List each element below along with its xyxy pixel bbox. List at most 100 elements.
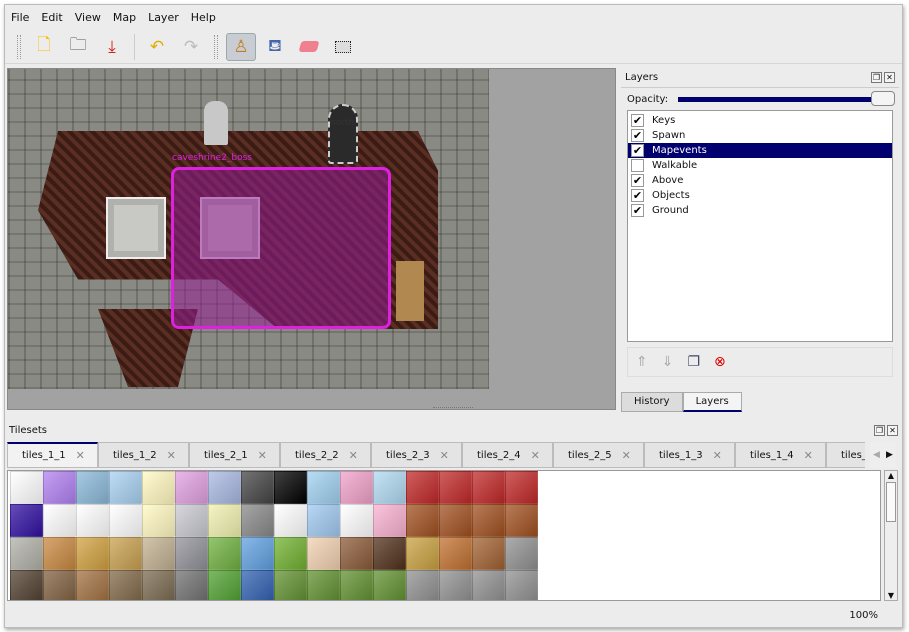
- tile[interactable]: [274, 570, 307, 600]
- tileset-tab[interactable]: tiles_1_3 ✕: [644, 442, 735, 468]
- tile[interactable]: [43, 570, 76, 600]
- tileset-tab[interactable]: tiles_1_4 ✕: [735, 442, 826, 468]
- float-icon[interactable]: ❐: [871, 72, 882, 83]
- splitter-handle[interactable]: [433, 407, 473, 409]
- tile[interactable]: [505, 537, 538, 570]
- toolbar-grip[interactable]: [214, 34, 218, 59]
- tileset-tab[interactable]: tiles_1_2 ✕: [98, 442, 189, 468]
- tileset-scrollbar[interactable]: ▲ ▼: [884, 470, 898, 601]
- duplicate-layer-icon[interactable]: ❐: [687, 354, 701, 370]
- layer-row[interactable]: ✔ Above: [628, 173, 892, 188]
- layer-visibility-checkbox[interactable]: ✔: [631, 129, 644, 142]
- float-icon[interactable]: ❐: [874, 424, 885, 436]
- tile[interactable]: [109, 504, 142, 537]
- tileset-tab[interactable]: tiles_2_4 ✕: [462, 442, 553, 468]
- tile[interactable]: [439, 537, 472, 570]
- tile[interactable]: [142, 504, 175, 537]
- tileset-tab[interactable]: tiles_2_3 ✕: [371, 442, 462, 468]
- tile[interactable]: [76, 537, 109, 570]
- selected-object[interactable]: [171, 167, 391, 329]
- raise-layer-icon[interactable]: ⇑: [636, 354, 648, 370]
- opacity-slider[interactable]: [678, 90, 895, 106]
- menu-edit[interactable]: Edit: [41, 11, 63, 24]
- tile[interactable]: [406, 504, 439, 537]
- delete-layer-icon[interactable]: ⊗: [714, 354, 726, 370]
- tileset-tab[interactable]: tiles_1_1 ✕: [7, 442, 98, 468]
- tile[interactable]: [10, 471, 43, 504]
- menu-help[interactable]: Help: [190, 11, 216, 24]
- menu-view[interactable]: View: [74, 11, 101, 24]
- toolbar-grip[interactable]: [17, 34, 21, 59]
- tile[interactable]: [472, 570, 505, 600]
- layer-visibility-checkbox[interactable]: ✔: [631, 174, 644, 187]
- layer-visibility-checkbox[interactable]: ✔: [631, 144, 644, 157]
- tile[interactable]: [439, 570, 472, 600]
- undo-icon[interactable]: ↶: [149, 36, 165, 57]
- scrollbar-thumb[interactable]: [886, 482, 896, 522]
- tile[interactable]: [109, 570, 142, 600]
- close-tab-icon[interactable]: ✕: [803, 448, 813, 462]
- tile[interactable]: [43, 537, 76, 570]
- close-tab-icon[interactable]: ✕: [712, 448, 722, 462]
- tile[interactable]: [241, 537, 274, 570]
- opacity-slider-handle[interactable]: [871, 90, 895, 106]
- tile[interactable]: [406, 570, 439, 600]
- tile[interactable]: [10, 504, 43, 537]
- layer-row[interactable]: ✔ Keys: [628, 113, 892, 128]
- bucket-fill-icon[interactable]: ⛾: [268, 35, 282, 56]
- tile[interactable]: [76, 471, 109, 504]
- tile[interactable]: [175, 537, 208, 570]
- tile[interactable]: [307, 471, 340, 504]
- tile[interactable]: [406, 471, 439, 504]
- tile[interactable]: [142, 471, 175, 504]
- tile[interactable]: [208, 570, 241, 600]
- save-icon[interactable]: ⤓: [108, 36, 116, 57]
- menu-file[interactable]: File: [11, 11, 30, 24]
- tile[interactable]: [208, 504, 241, 537]
- tileset-tab[interactable]: tiles_2_5 ✕: [553, 442, 644, 468]
- tile[interactable]: [340, 504, 373, 537]
- tile[interactable]: [241, 471, 274, 504]
- tile[interactable]: [439, 504, 472, 537]
- close-tab-icon[interactable]: ✕: [530, 448, 540, 462]
- stamp-brush-icon[interactable]: ♙: [226, 32, 256, 61]
- close-tab-icon[interactable]: ✕: [166, 448, 176, 462]
- tab-scroll-right-icon[interactable]: ▶: [886, 450, 893, 460]
- tile[interactable]: [175, 504, 208, 537]
- tile[interactable]: [373, 504, 406, 537]
- tile[interactable]: [406, 537, 439, 570]
- layer-row[interactable]: ✔ Mapevents: [628, 143, 892, 158]
- tab-scroll-left-icon[interactable]: ◀: [873, 450, 880, 460]
- redo-icon[interactable]: ↷: [183, 36, 199, 57]
- tileset-tab[interactable]: tiles_2_1 ✕: [189, 442, 280, 468]
- rectangle-select-icon[interactable]: [328, 33, 358, 61]
- close-tab-icon[interactable]: ✕: [348, 448, 358, 462]
- layer-row[interactable]: ✔ Spawn: [628, 128, 892, 143]
- tile[interactable]: [241, 504, 274, 537]
- tile[interactable]: [10, 570, 43, 600]
- tab-history[interactable]: History: [621, 392, 683, 412]
- layer-visibility-checkbox[interactable]: ✔: [631, 114, 644, 127]
- tile[interactable]: [472, 504, 505, 537]
- tile[interactable]: [241, 570, 274, 600]
- scroll-up-icon[interactable]: ▲: [887, 471, 895, 480]
- tile[interactable]: [340, 570, 373, 600]
- tile[interactable]: [109, 537, 142, 570]
- tile[interactable]: [208, 537, 241, 570]
- tile[interactable]: [340, 471, 373, 504]
- open-folder-icon[interactable]: 🗀: [69, 35, 87, 55]
- tile[interactable]: [307, 504, 340, 537]
- tile[interactable]: [340, 537, 373, 570]
- tile[interactable]: [373, 537, 406, 570]
- lower-layer-icon[interactable]: ⇓: [661, 354, 674, 370]
- new-file-icon[interactable]: 🗋: [37, 35, 51, 55]
- eraser-icon[interactable]: [294, 33, 324, 61]
- tile[interactable]: [505, 570, 538, 600]
- tile[interactable]: [307, 570, 340, 600]
- tile[interactable]: [43, 471, 76, 504]
- layer-visibility-checkbox[interactable]: [631, 159, 644, 172]
- tile[interactable]: [274, 504, 307, 537]
- menu-layer[interactable]: Layer: [148, 11, 179, 24]
- tile[interactable]: [142, 570, 175, 600]
- tile[interactable]: [472, 537, 505, 570]
